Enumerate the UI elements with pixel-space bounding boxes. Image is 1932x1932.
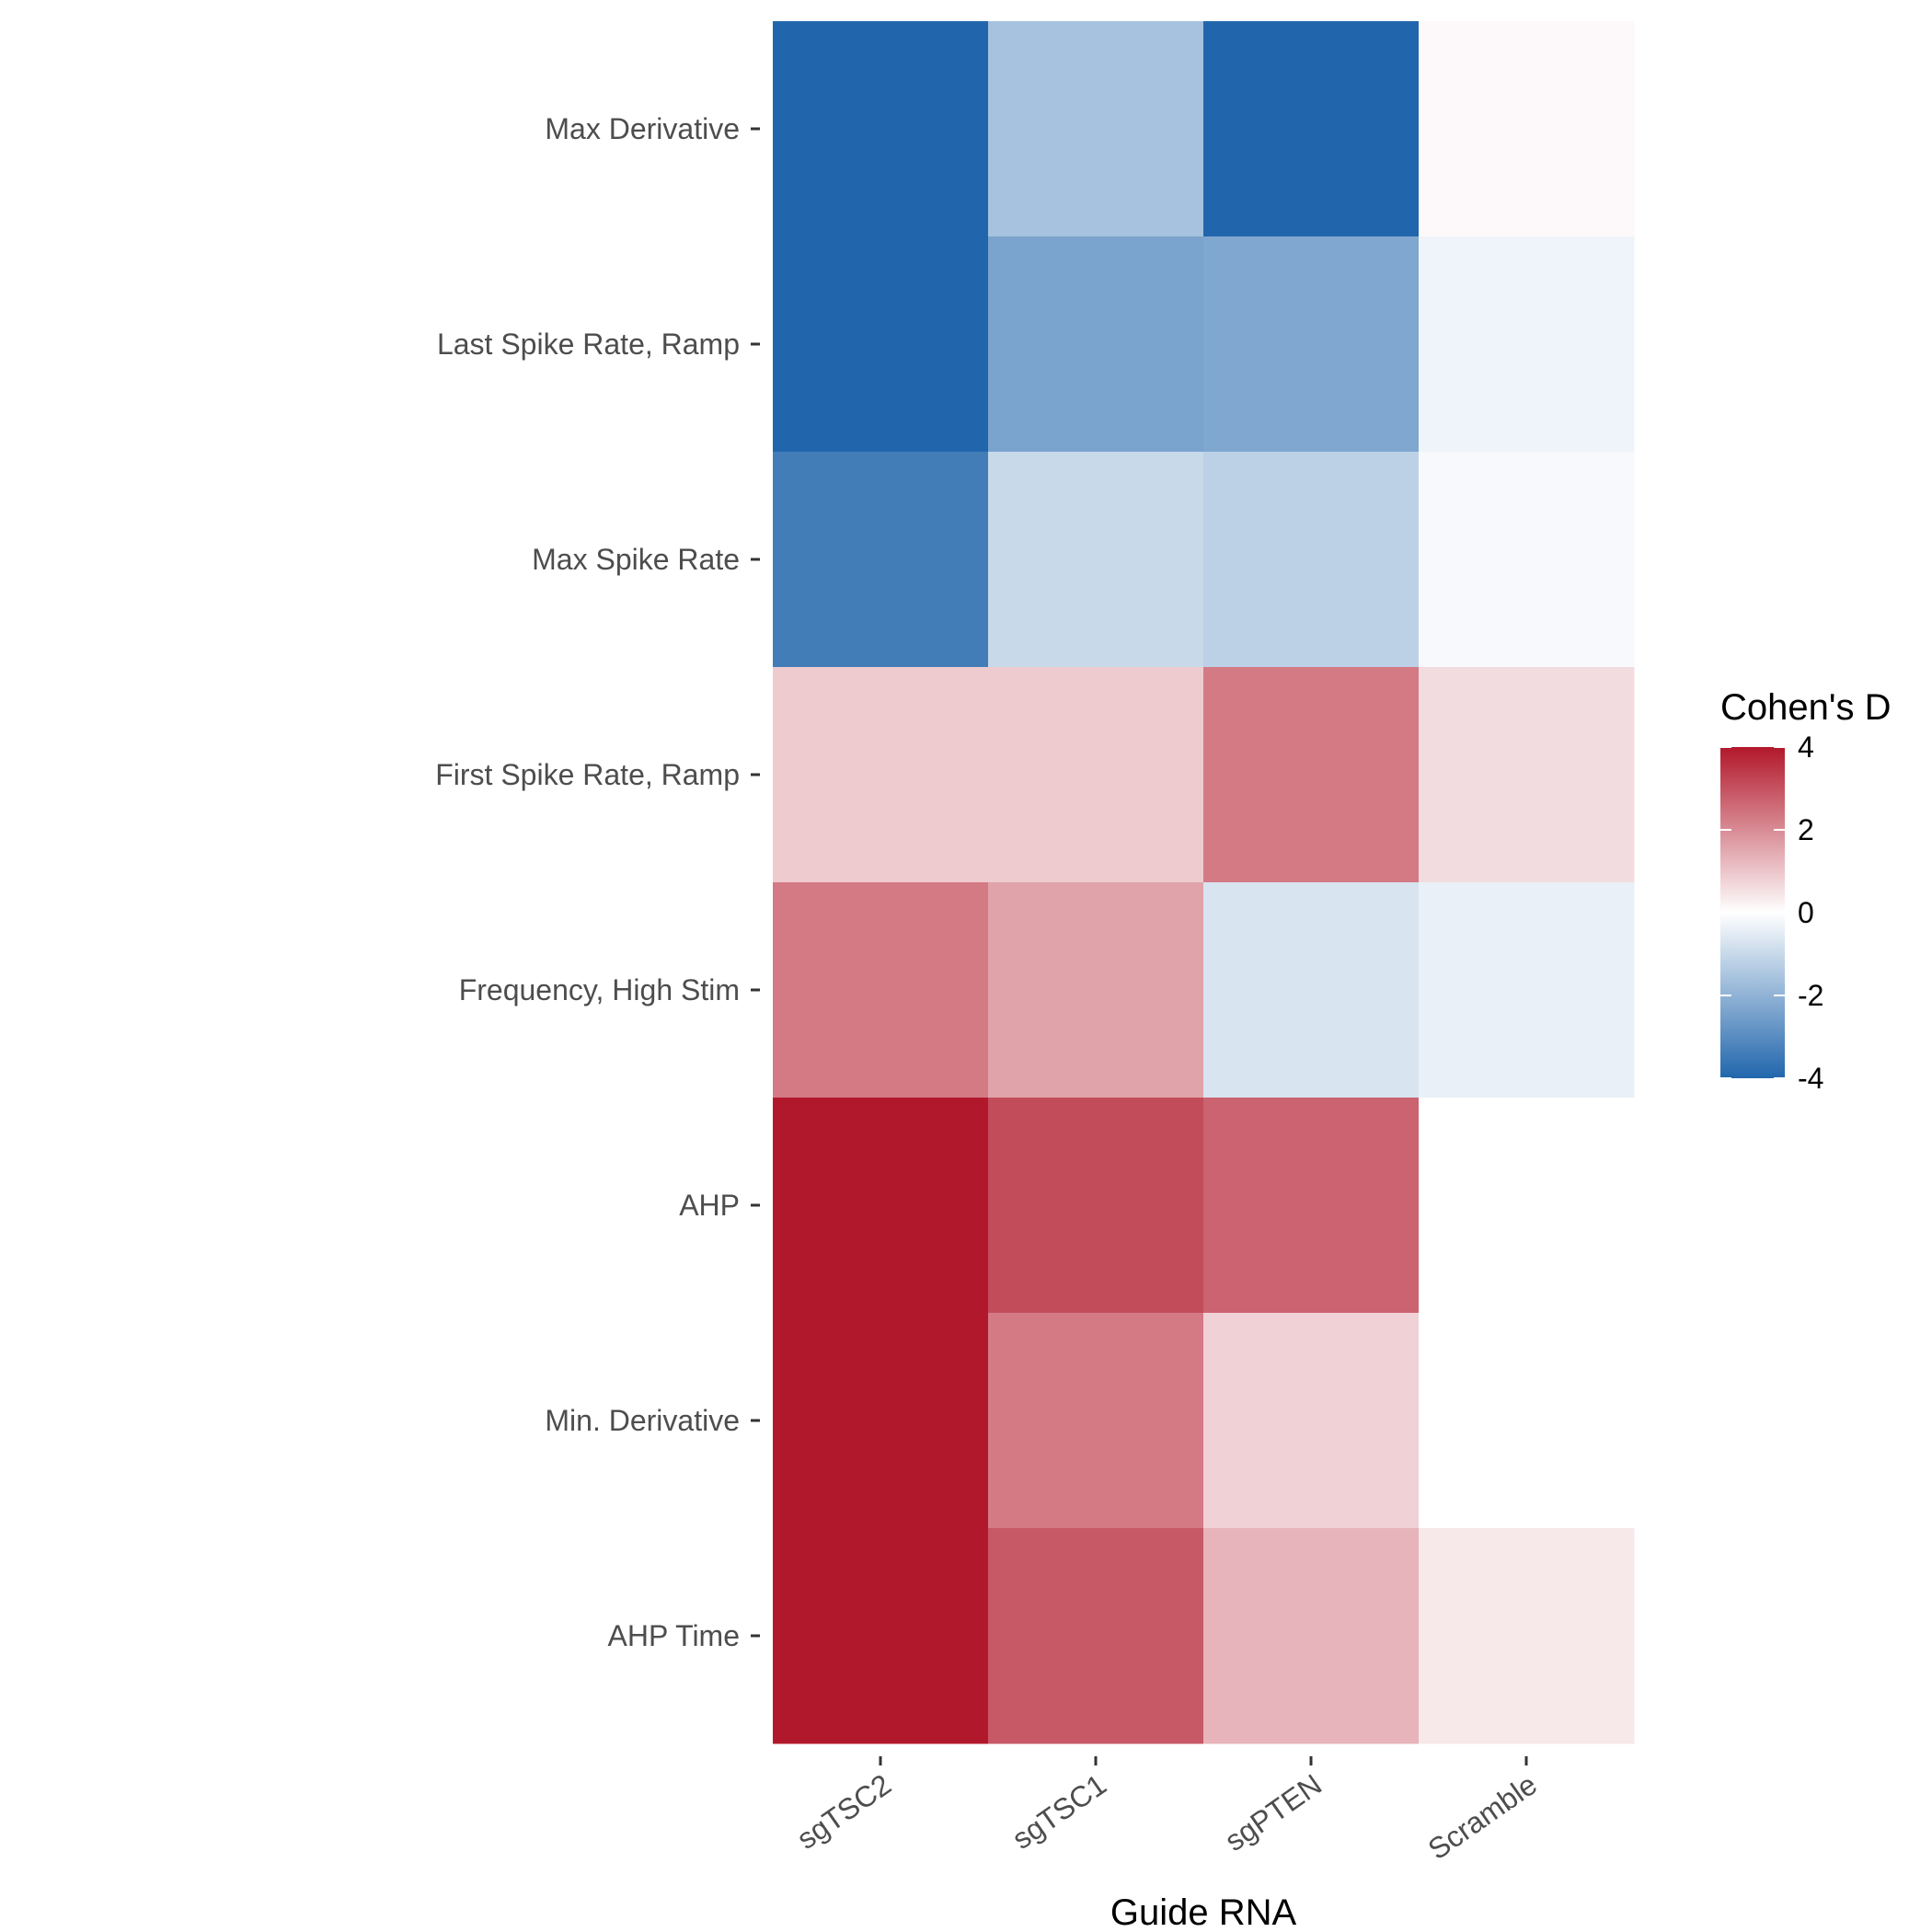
x-tick-label: sgPTEN — [1219, 1767, 1328, 1857]
y-tick-label: First Spike Rate, Ramp — [435, 758, 740, 791]
heatmap-cell — [773, 1528, 989, 1744]
y-tick-label: Max Derivative — [545, 112, 740, 145]
heatmap-cell — [988, 882, 1204, 1098]
heatmap-cell — [1203, 1313, 1420, 1529]
heatmap-cell — [988, 21, 1204, 237]
legend-ticks: 4 2 0 -2 -4 — [1720, 730, 1823, 1095]
heatmap-cell — [1419, 452, 1635, 668]
y-tick-label: AHP Time — [608, 1619, 740, 1652]
heatmap-cell — [988, 1528, 1204, 1744]
heatmap-cell — [988, 1098, 1204, 1314]
heatmap-cell — [1203, 667, 1420, 883]
heatmap-cell — [773, 1313, 989, 1529]
heatmap-cell — [988, 452, 1204, 668]
y-tick-label: Frequency, High Stim — [459, 973, 740, 1006]
heatmap-cell — [1203, 236, 1420, 453]
heatmap-cell — [988, 236, 1204, 453]
legend-tick-label: -4 — [1798, 1062, 1823, 1095]
heatmap-cell — [1419, 667, 1635, 883]
heatmap-cell — [773, 882, 989, 1098]
y-tick-label: Min. Derivative — [545, 1404, 740, 1437]
x-axis-title: Guide RNA — [1110, 1892, 1297, 1932]
y-tick-label: Max Spike Rate — [532, 543, 740, 576]
x-tick-label: sgTSC1 — [1006, 1767, 1112, 1856]
heatmap-cell — [773, 452, 989, 668]
y-axis: Max Derivative Last Spike Rate, Ramp Max S… — [435, 112, 760, 1652]
heatmap-cell — [1419, 1313, 1635, 1529]
heatmap-cell — [773, 236, 989, 453]
heatmap-cell — [773, 1098, 989, 1314]
heatmap-cell — [1419, 1528, 1635, 1744]
heatmap-cell — [1419, 882, 1635, 1098]
heatmap-cell — [1203, 882, 1420, 1098]
heatmap-cell — [988, 667, 1204, 883]
legend-tick-label: -2 — [1798, 979, 1823, 1012]
heatmap-cells — [773, 21, 1635, 1744]
y-tick-label: Last Spike Rate, Ramp — [437, 328, 740, 361]
heatmap-cell — [1203, 21, 1420, 237]
heatmap-cell — [1419, 236, 1635, 453]
x-axis: sgTSC2 sgTSC1 sgPTEN Scramble — [791, 1756, 1543, 1866]
heatmap-cell — [988, 1313, 1204, 1529]
x-tick-label: Scramble — [1422, 1767, 1543, 1866]
heatmap-cell — [1203, 452, 1420, 668]
legend-tick-label: 2 — [1798, 813, 1814, 846]
legend-tick-label: 4 — [1798, 730, 1814, 764]
heatmap-cell — [1203, 1098, 1420, 1314]
color-legend: Cohen's D 4 2 0 -2 -4 — [1720, 687, 1892, 1095]
legend-tick-label: 0 — [1798, 896, 1814, 929]
heatmap-cell — [1203, 1528, 1420, 1744]
x-tick-label: sgTSC2 — [791, 1767, 897, 1856]
heatmap-cell — [1419, 1098, 1635, 1314]
y-tick-label: AHP — [679, 1189, 740, 1222]
legend-title: Cohen's D — [1720, 687, 1892, 728]
heatmap-cell — [773, 667, 989, 883]
heatmap-cell — [1419, 21, 1635, 237]
heatmap-cell — [773, 21, 989, 237]
